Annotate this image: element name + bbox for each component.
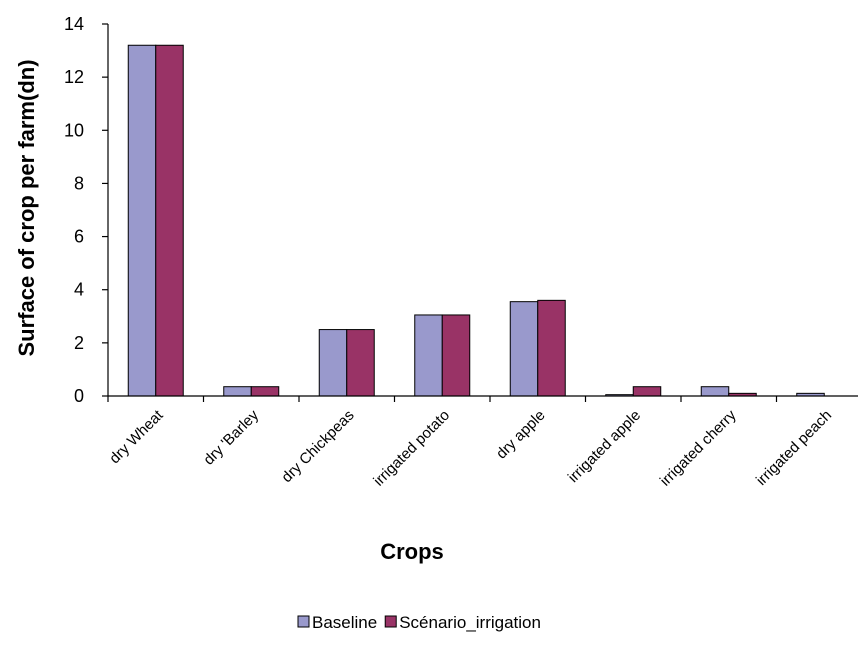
y-tick-label: 2 (74, 333, 84, 353)
y-tick-label: 8 (74, 173, 84, 193)
x-category-label: irrigated potato (370, 407, 453, 490)
y-tick-label: 4 (74, 280, 84, 300)
legend-label: Baseline (312, 613, 377, 632)
bar-baseline (509, 301, 539, 397)
legend-swatch (297, 615, 310, 628)
bar-baseline (414, 314, 443, 397)
x-category-label: dry Wheat (106, 406, 167, 467)
x-category-label: irrigated apple (565, 407, 644, 486)
bar-scenario-irrigation (537, 299, 566, 397)
y-tick-label: 10 (64, 120, 84, 140)
bar-baseline (127, 44, 157, 397)
bar-baseline (223, 386, 252, 397)
y-tick-label: 14 (64, 14, 84, 34)
x-axis-title: Crops (380, 539, 444, 564)
y-axis-ticks: 0 2 4 6 8 10 12 14 (64, 14, 108, 406)
bar-scenario-irrigation (441, 314, 471, 397)
x-category-label: irrigated cherry (657, 406, 740, 489)
bar-baseline (318, 329, 348, 397)
y-tick-label: 0 (74, 386, 84, 406)
bar-scenario-irrigation (250, 386, 280, 397)
bar-baseline (700, 386, 730, 397)
x-category-label: dry Chickpeas (278, 407, 357, 486)
x-category-label: dry apple (493, 407, 549, 463)
legend-swatch (384, 615, 397, 628)
x-axis-ticks (107, 396, 778, 402)
bar-scenario-irrigation (155, 44, 184, 397)
x-category-label: irrigated peach (753, 407, 835, 489)
y-tick-label: 12 (64, 67, 84, 87)
bar-scenario-irrigation (346, 329, 375, 397)
x-axis-category-labels: dry Wheat dry 'Barley dry Chickpeas irrigat… (106, 406, 835, 489)
legend-label: Scénario_irrigation (399, 613, 541, 632)
bar-scenario-irrigation (632, 386, 662, 397)
x-category-label: dry 'Barley (200, 406, 262, 468)
y-axis-title: Surface of crop per farm(dn) (14, 59, 39, 356)
y-tick-label: 6 (74, 227, 84, 247)
legend: Baseline Scénario_irrigation (297, 613, 541, 632)
bars (127, 44, 825, 397)
